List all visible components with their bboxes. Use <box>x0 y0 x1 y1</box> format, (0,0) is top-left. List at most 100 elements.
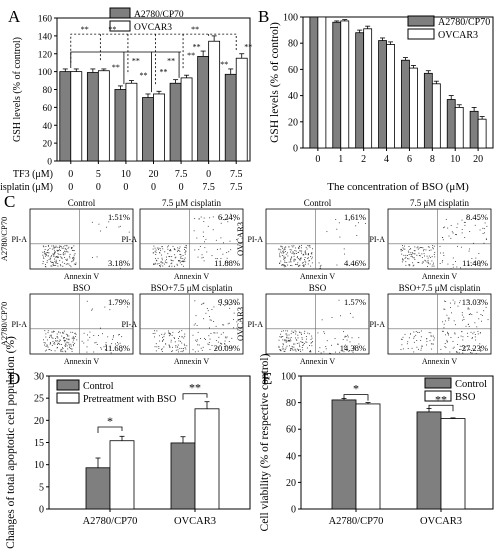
panel-c-event-dot <box>319 265 321 267</box>
panel-c-event-dot <box>53 331 55 332</box>
panel-c-event-dot <box>460 335 462 337</box>
panel-c-event-dot <box>178 332 180 333</box>
panel-c-event-dot <box>64 339 66 341</box>
panel-c-event-dot <box>70 343 72 345</box>
panel-c-event-dot <box>220 333 222 335</box>
panel-c-event-dot <box>279 336 281 338</box>
panel-c-event-dot <box>311 252 313 253</box>
panel-c-event-dot <box>405 256 407 258</box>
panel-c-event-dot <box>222 332 224 334</box>
panel-c-event-dot <box>281 264 283 266</box>
panel-c-event-dot <box>311 253 313 255</box>
panel-c-event-dot <box>294 330 296 332</box>
panel-c-event-dot <box>57 337 59 339</box>
panel-c-event-dot <box>298 265 299 267</box>
panel-c-event-dot <box>220 222 222 224</box>
panel-c-event-dot <box>156 260 158 262</box>
panel-c-event-dot <box>292 348 293 350</box>
panel-c-event-dot <box>306 248 308 250</box>
panel-c-event-dot <box>300 258 302 260</box>
panel-c-event-dot <box>222 242 224 244</box>
panel-d-y-tick-label: 20 <box>34 416 44 427</box>
panel-c-event-dot <box>107 336 109 338</box>
panel-c-event-dot <box>474 261 476 263</box>
panel-c-event-dot <box>55 245 57 247</box>
panel-c-event-dot <box>299 346 301 348</box>
panel-c-event-dot <box>179 250 181 252</box>
panel-c-event-dot <box>285 341 287 343</box>
panel-c-event-dot <box>464 349 466 351</box>
panel-c-event-dot <box>179 340 181 342</box>
panel-c-event-dot <box>72 336 74 338</box>
panel-c-event-dot <box>161 351 163 352</box>
panel-c-plot-title: Control <box>68 198 96 208</box>
panel-c-event-dot <box>161 246 163 247</box>
panel-c-event-dot <box>470 313 471 315</box>
panel-c-event-dot <box>155 251 157 253</box>
panel-c-event-dot <box>218 346 220 348</box>
panel-c-event-dot <box>192 334 194 336</box>
panel-c-event-dot <box>291 346 293 348</box>
panel-c-event-dot <box>71 247 73 249</box>
panel-a-x-tick-label-tf3: 0 <box>68 169 73 180</box>
panel-c-event-dot <box>461 346 463 347</box>
panel-c-event-dot <box>468 264 470 266</box>
panel-c-event-dot <box>306 336 307 337</box>
panel-c-event-dot <box>442 330 444 332</box>
panel-c-event-dot <box>290 265 292 266</box>
panel-c-event-dot <box>285 340 287 342</box>
panel-c-event-dot <box>284 340 286 342</box>
panel-a-bar-s1 <box>114 89 127 162</box>
panel-c-event-dot <box>168 344 170 346</box>
panel-c-event-dot <box>413 336 415 338</box>
panel-c-event-dot <box>64 253 66 255</box>
panel-c-event-dot <box>201 254 203 256</box>
panel-a-bar-s1 <box>86 72 99 162</box>
panel-c-event-dot <box>51 245 53 247</box>
panel-c-event-dot <box>283 350 285 352</box>
panel-c-event-dot <box>51 265 53 267</box>
panel-c-event-dot <box>69 347 71 348</box>
panel-c-event-dot <box>341 350 343 352</box>
panel-c-event-dot <box>284 251 286 252</box>
panel-c-event-dot <box>429 263 431 265</box>
panel-c-event-dot <box>81 340 83 342</box>
panel-c-event-dot <box>282 264 284 266</box>
panel-c-event-dot <box>336 264 338 266</box>
panel-c-event-dot <box>280 249 282 251</box>
panel-a-bar-s2 <box>208 40 221 162</box>
panel-c-event-dot <box>52 330 54 332</box>
panel-c-event-dot <box>179 336 181 338</box>
panel-c-event-dot <box>215 258 217 259</box>
panel-d-x-tick-label: A2780/CP70 <box>83 516 138 527</box>
panel-c-event-dot <box>480 349 482 351</box>
panel-c-event-dot <box>479 229 481 231</box>
panel-c-event-dot <box>290 257 292 259</box>
panel-c-event-dot <box>422 261 424 263</box>
panel-c-event-dot <box>310 253 312 254</box>
panel-c-event-dot <box>184 335 186 337</box>
panel-c-event-dot <box>60 348 62 350</box>
panel-c-event-dot <box>310 256 312 257</box>
panel-c-event-dot <box>287 252 288 254</box>
panel-c-event-dot <box>173 249 175 250</box>
panel-c-event-dot <box>309 245 311 246</box>
panel-c-event-dot <box>298 331 300 333</box>
panel-c-event-dot <box>318 268 320 270</box>
panel-c-event-dot <box>287 264 289 266</box>
panel-c-event-dot <box>156 247 158 249</box>
panel-c-event-dot <box>155 343 157 345</box>
panel-c-event-dot <box>302 265 304 266</box>
panel-c-event-dot <box>431 348 433 350</box>
panel-c-x-axis-label: Annexin V <box>174 357 209 366</box>
panel-c-lower-right-percent: 4.46% <box>344 258 366 268</box>
panel-c-y-axis-label: PI-A <box>369 320 385 329</box>
panel-c-event-dot <box>58 340 60 342</box>
panel-c-event-dot <box>296 253 297 254</box>
panel-c-event-dot <box>439 246 441 248</box>
panel-c-event-dot <box>400 250 402 252</box>
panel-c-event-dot <box>336 228 338 230</box>
panel-c-event-dot <box>290 261 292 263</box>
panel-b-letter: B <box>258 7 269 26</box>
panel-c-event-dot <box>64 346 66 348</box>
